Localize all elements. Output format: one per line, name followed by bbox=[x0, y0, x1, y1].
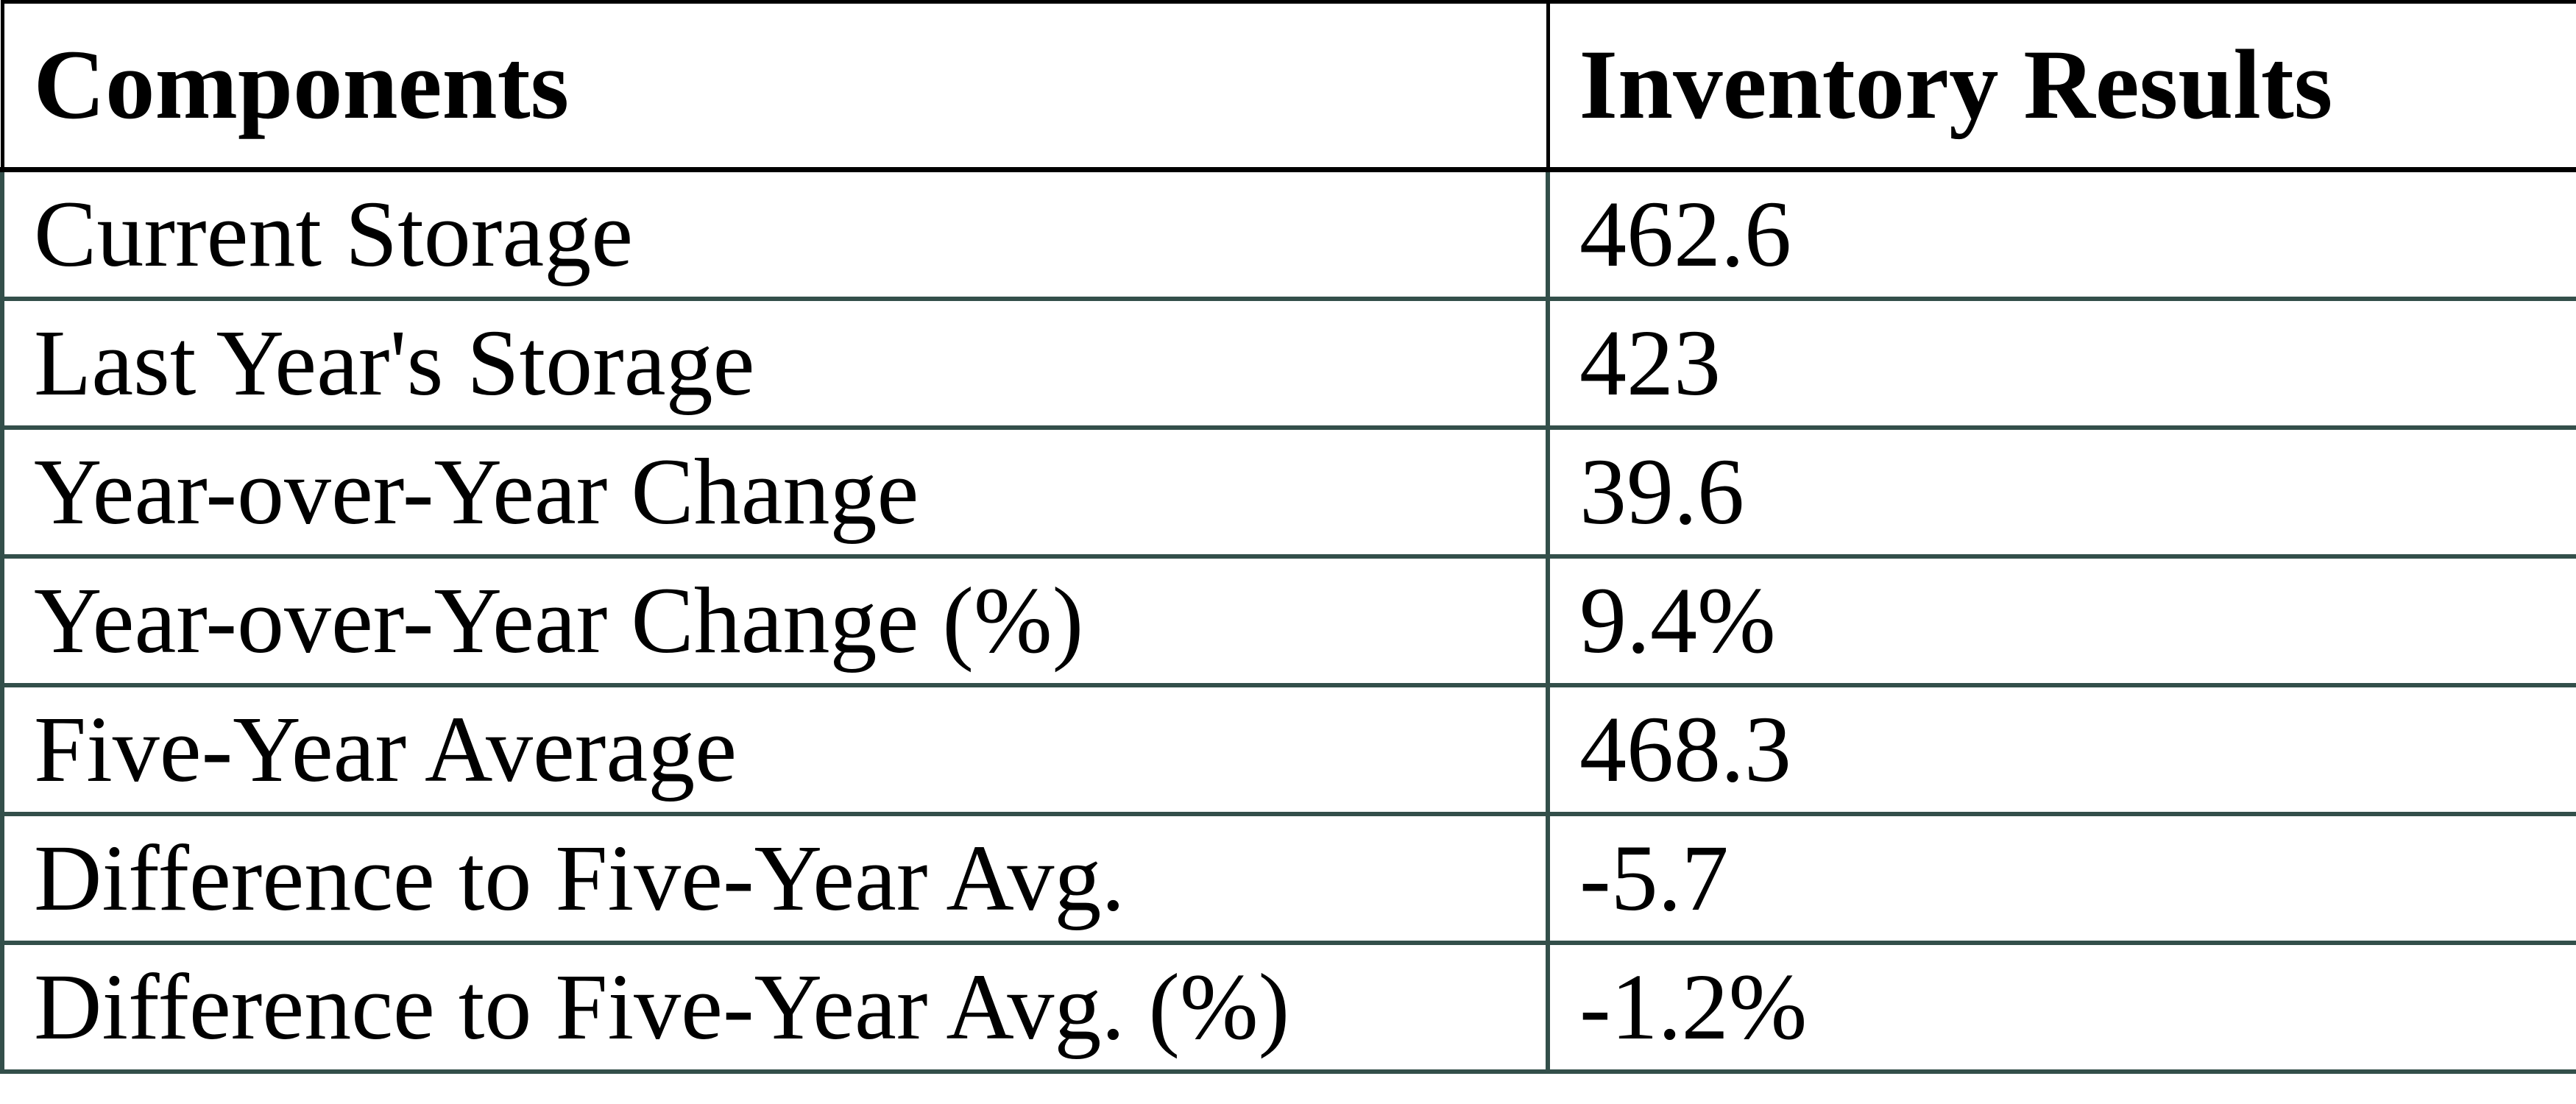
component-cell: Five-Year Average bbox=[0, 682, 1550, 816]
inventory-table: Components Inventory Results Current Sto… bbox=[0, 0, 2576, 1074]
component-cell: Difference to Five-Year Avg. bbox=[0, 811, 1550, 945]
inventory-results-header-cell: Inventory Results bbox=[1546, 0, 2576, 172]
component-cell: Difference to Five-Year Avg. (%) bbox=[0, 940, 1550, 1074]
component-cell: Last Year's Storage bbox=[0, 296, 1550, 430]
value-cell: -1.2% bbox=[1546, 940, 2576, 1074]
value-cell: -5.7 bbox=[1546, 811, 2576, 945]
table-row: Last Year's Storage 423 bbox=[0, 296, 2576, 430]
component-cell: Year-over-Year Change bbox=[0, 425, 1550, 559]
table-row: Difference to Five-Year Avg. (%) -1.2% bbox=[0, 940, 2576, 1074]
value-cell: 9.4% bbox=[1546, 553, 2576, 687]
table-row: Difference to Five-Year Avg. -5.7 bbox=[0, 811, 2576, 945]
components-header-cell: Components bbox=[0, 0, 1550, 172]
component-cell: Year-over-Year Change (%) bbox=[0, 553, 1550, 687]
value-cell: 39.6 bbox=[1546, 425, 2576, 559]
value-cell: 468.3 bbox=[1546, 682, 2576, 816]
table-row: Year-over-Year Change 39.6 bbox=[0, 425, 2576, 559]
value-cell: 423 bbox=[1546, 296, 2576, 430]
component-cell: Current Storage bbox=[0, 167, 1550, 301]
table-header-row: Components Inventory Results bbox=[0, 0, 2576, 172]
table-row: Year-over-Year Change (%) 9.4% bbox=[0, 553, 2576, 687]
table-row: Five-Year Average 468.3 bbox=[0, 682, 2576, 816]
value-cell: 462.6 bbox=[1546, 167, 2576, 301]
table-row: Current Storage 462.6 bbox=[0, 167, 2576, 301]
